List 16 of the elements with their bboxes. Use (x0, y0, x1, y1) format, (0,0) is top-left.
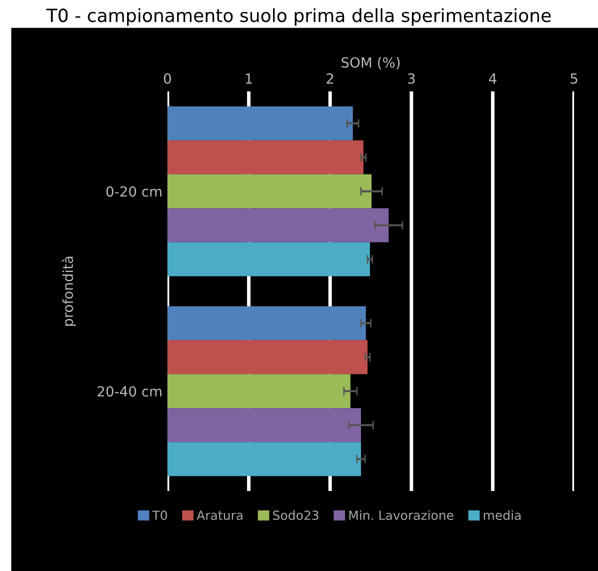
x-axis-title: SOM (%) (342, 56, 400, 70)
x-tick-label: 0 (164, 73, 171, 84)
legend-label: Aratura (196, 510, 242, 520)
x-tick-label: 4 (489, 73, 496, 84)
x-tick-label: 5 (570, 73, 578, 84)
legend-label: Sodo23 (273, 510, 318, 520)
y-axis-title: profondità (62, 256, 76, 326)
x-tick-label: 3 (408, 73, 415, 84)
y-tick-label: 0-20 cm (106, 186, 162, 197)
legend-label: Min. Lavorazione (349, 510, 454, 520)
x-tick-label: 2 (326, 73, 334, 84)
chart-title: T0 - campionamento suolo prima della sperimentazione (46, 8, 551, 26)
legend-label: T0 (152, 510, 167, 520)
legend-label: media (484, 510, 521, 520)
x-tick-label: 1 (246, 73, 252, 84)
y-tick-label: 20-40 cm (98, 386, 162, 397)
